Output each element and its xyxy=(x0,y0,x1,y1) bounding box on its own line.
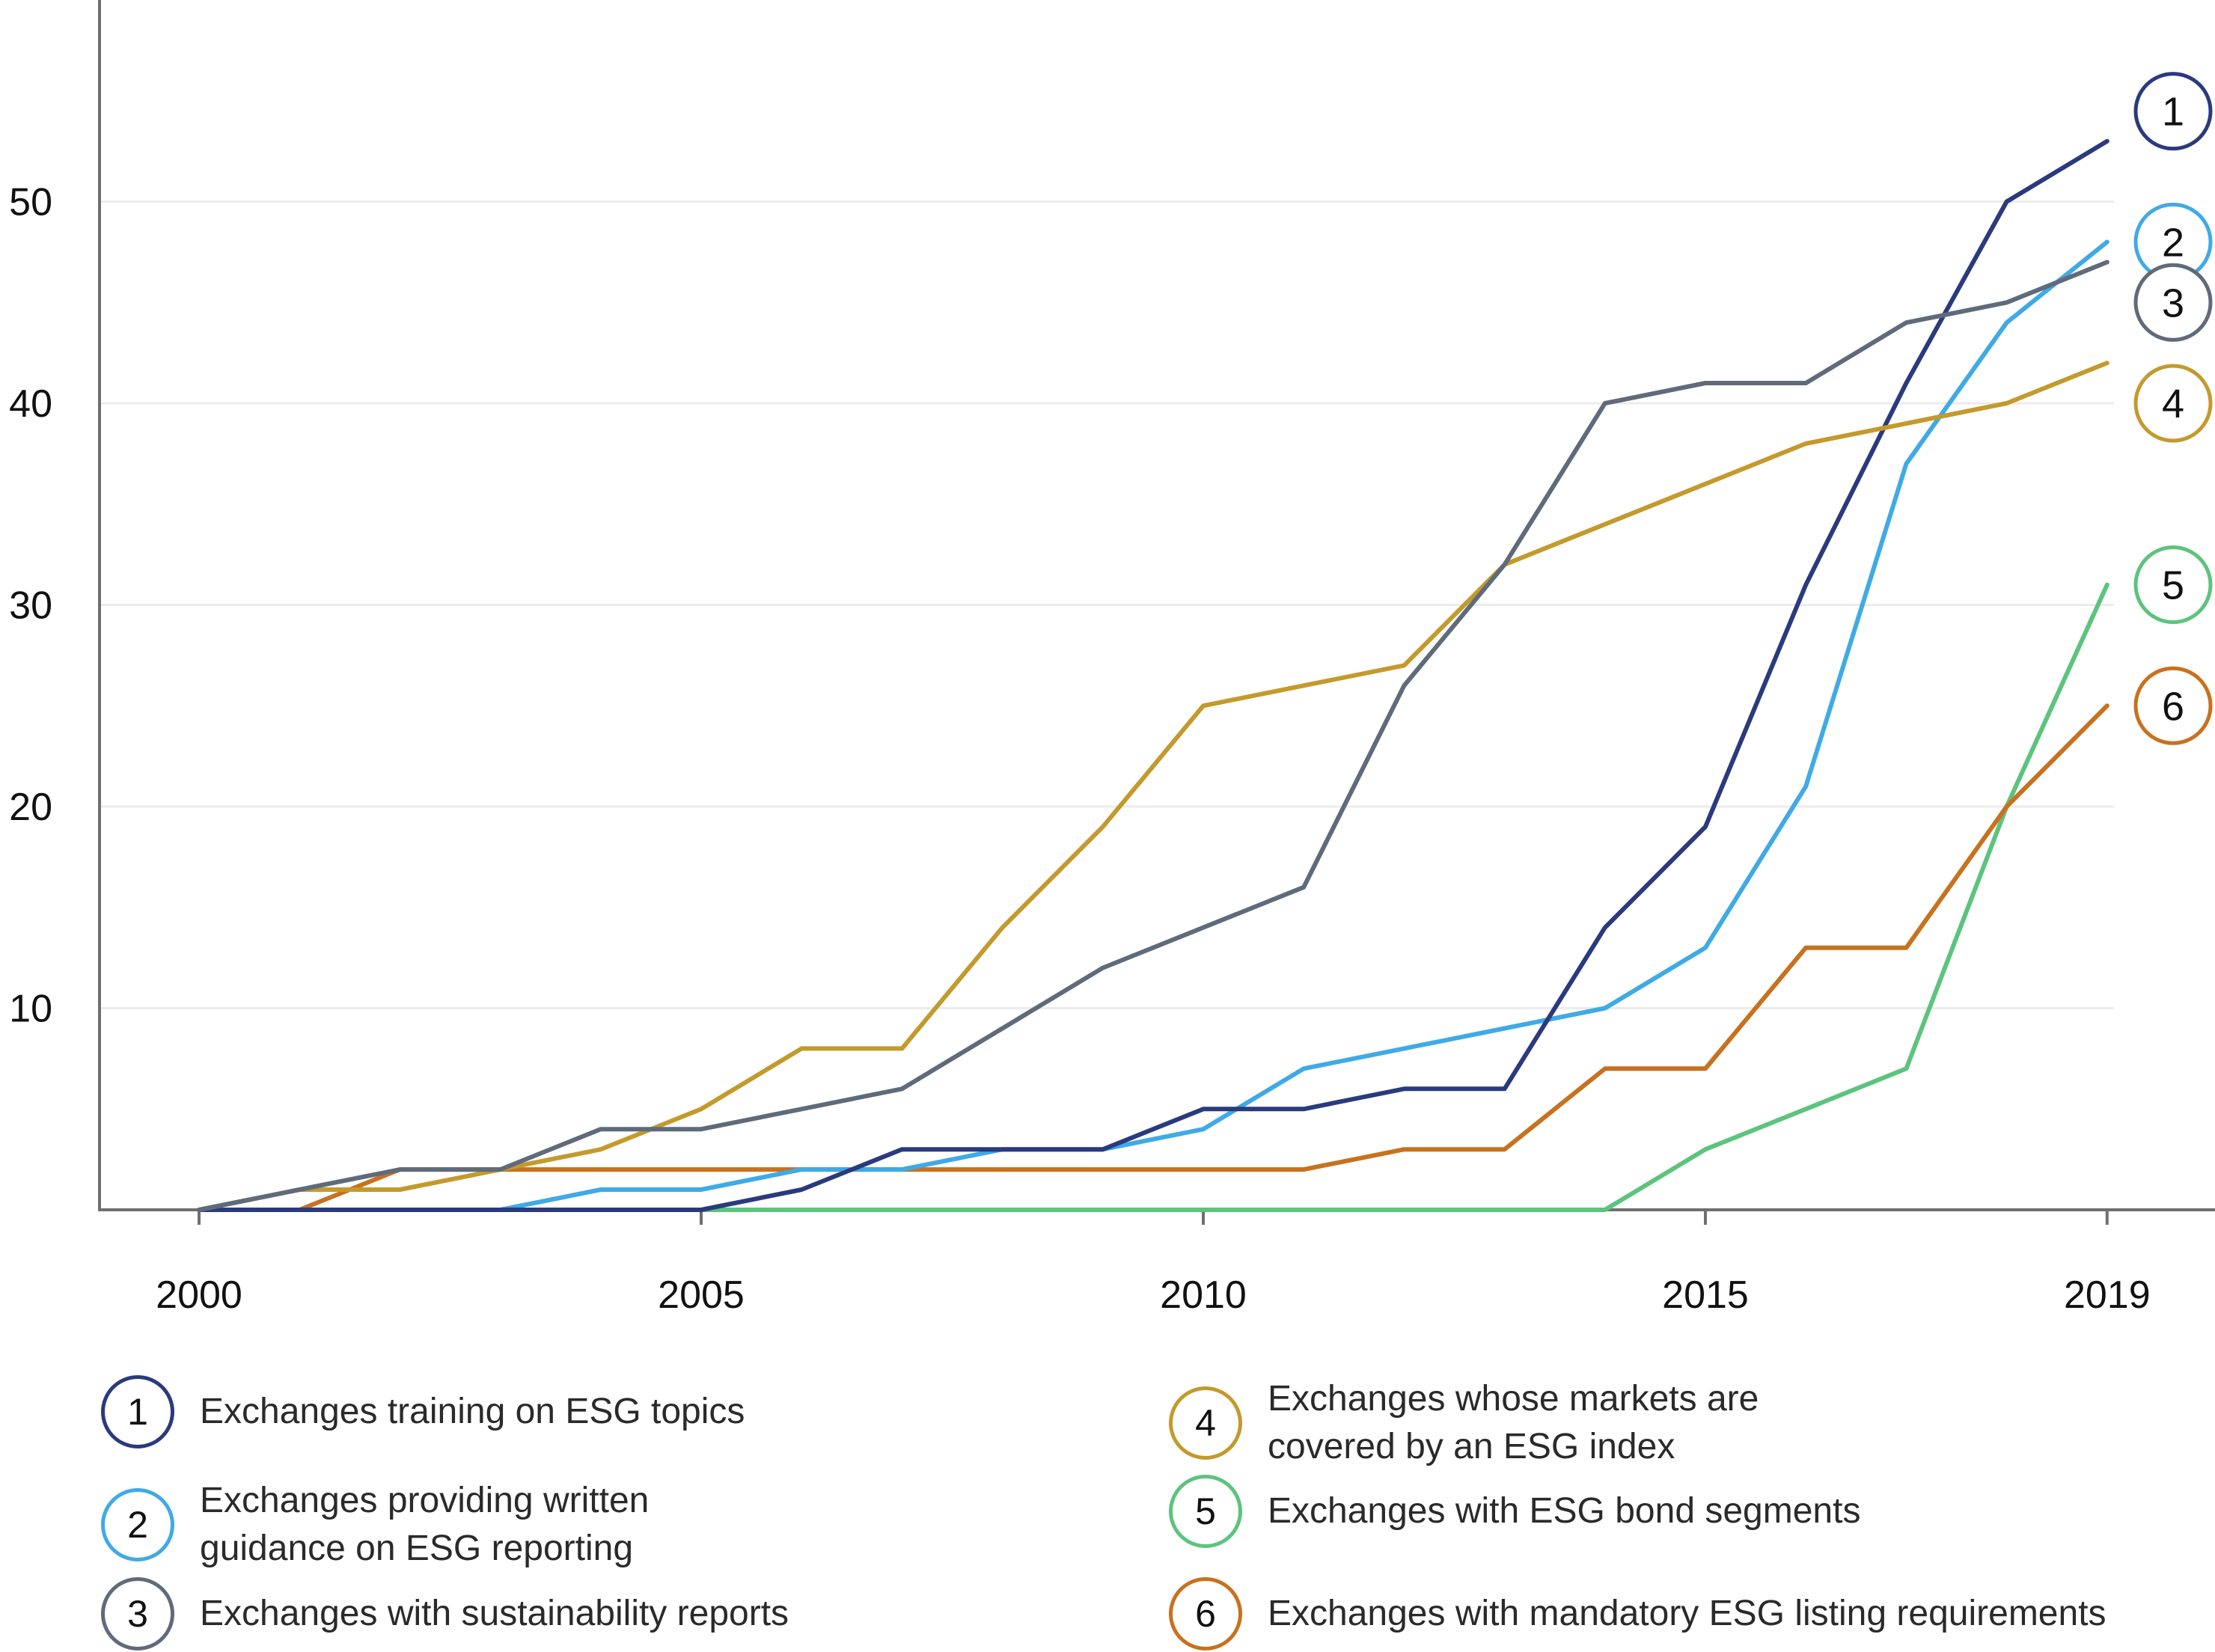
legend-label-3: Exchanges with sustainability reports xyxy=(200,1590,813,1638)
legend-marker-3: 3 xyxy=(101,1577,174,1651)
legend-label-1-line-1: Exchanges training on ESG topics xyxy=(200,1392,745,1431)
x-tick-label-2015: 2015 xyxy=(1662,1273,1749,1317)
series-marker-label-4: 4 xyxy=(2162,382,2184,426)
legend-marker-1: 1 xyxy=(101,1375,174,1448)
x-tick-label-2005: 2005 xyxy=(658,1273,745,1317)
legend-item-1: 1 Exchanges training on ESG topics xyxy=(101,1375,813,1448)
x-tick-label-2010: 2010 xyxy=(1160,1273,1247,1317)
legend-label-5-line-1: Exchanges with ESG bond segments xyxy=(1268,1491,1861,1531)
legend-label-2-line-2: guidance on ESG reporting xyxy=(200,1529,634,1568)
legend-marker-6: 6 xyxy=(1169,1577,1242,1651)
legend-label-5: Exchanges with ESG bond segments xyxy=(1268,1487,1881,1535)
y-tick-label-40: 40 xyxy=(9,382,52,426)
y-tick-labels: 10 20 30 40 50 xyxy=(9,181,52,1031)
series-marker-label-1: 1 xyxy=(2162,90,2184,135)
legend-item-6: 6 Exchanges with mandatory ESG listing r… xyxy=(1169,1577,2215,1651)
legend-label-4-line-1: Exchanges whose markets are xyxy=(1268,1379,1759,1419)
gridlines xyxy=(100,201,2114,1009)
series-lines xyxy=(197,138,2109,1212)
legend-label-6-line-1: Exchanges with mandatory ESG listing req… xyxy=(1268,1594,2106,1633)
legend-label-2: Exchanges providing written guidance on … xyxy=(200,1477,813,1573)
legend-label-1: Exchanges training on ESG topics xyxy=(200,1388,813,1436)
y-tick-label-30: 30 xyxy=(9,584,52,628)
series-marker-label-3: 3 xyxy=(2162,281,2184,325)
series-line-3 xyxy=(197,260,2109,1212)
legend-marker-5: 5 xyxy=(1169,1475,1242,1548)
legend-item-2: 2 Exchanges providing written guidance o… xyxy=(101,1477,813,1573)
legend-item-3: 3 Exchanges with sustainability reports xyxy=(101,1577,813,1651)
legend-marker-2: 2 xyxy=(101,1488,174,1561)
legend-item-4: 4 Exchanges whose markets are covered by… xyxy=(1169,1375,1881,1471)
y-tick-label-50: 50 xyxy=(9,181,52,224)
series-line-2 xyxy=(197,239,2109,1212)
series-marker-3 xyxy=(2133,263,2213,342)
legend-marker-4: 4 xyxy=(1169,1386,1242,1460)
series-marker-4 xyxy=(2133,364,2213,443)
x-tick-label-2000: 2000 xyxy=(156,1273,242,1317)
legend-label-2-line-1: Exchanges providing written xyxy=(200,1481,650,1520)
series-line-1 xyxy=(197,138,2109,1212)
series-end-markers: 1 2 3 4 5 6 xyxy=(2133,72,2213,745)
series-marker-1 xyxy=(2133,72,2213,151)
y-tick-label-10: 10 xyxy=(9,988,52,1031)
series-marker-label-2: 2 xyxy=(2162,220,2184,265)
series-line-6 xyxy=(197,703,2109,1212)
series-marker-label-6: 6 xyxy=(2162,684,2184,729)
series-line-4 xyxy=(197,361,2109,1212)
x-tick-labels: 2000 2005 2010 2015 2019 xyxy=(156,1210,2151,1317)
series-marker-6 xyxy=(2133,666,2213,745)
series-marker-5 xyxy=(2133,545,2213,625)
legend-item-5: 5 Exchanges with ESG bond segments xyxy=(1169,1475,1881,1548)
legend-label-4: Exchanges whose markets are covered by a… xyxy=(1268,1375,1881,1471)
x-tick-label-2019: 2019 xyxy=(2064,1273,2151,1317)
legend-label-4-line-2: covered by an ESG index xyxy=(1268,1427,1675,1466)
series-line-5 xyxy=(197,582,2109,1212)
legend-label-6: Exchanges with mandatory ESG listing req… xyxy=(1268,1590,2215,1638)
y-tick-label-20: 20 xyxy=(9,786,52,829)
series-marker-label-5: 5 xyxy=(2162,563,2184,608)
legend-label-3-line-1: Exchanges with sustainability reports xyxy=(200,1594,789,1633)
